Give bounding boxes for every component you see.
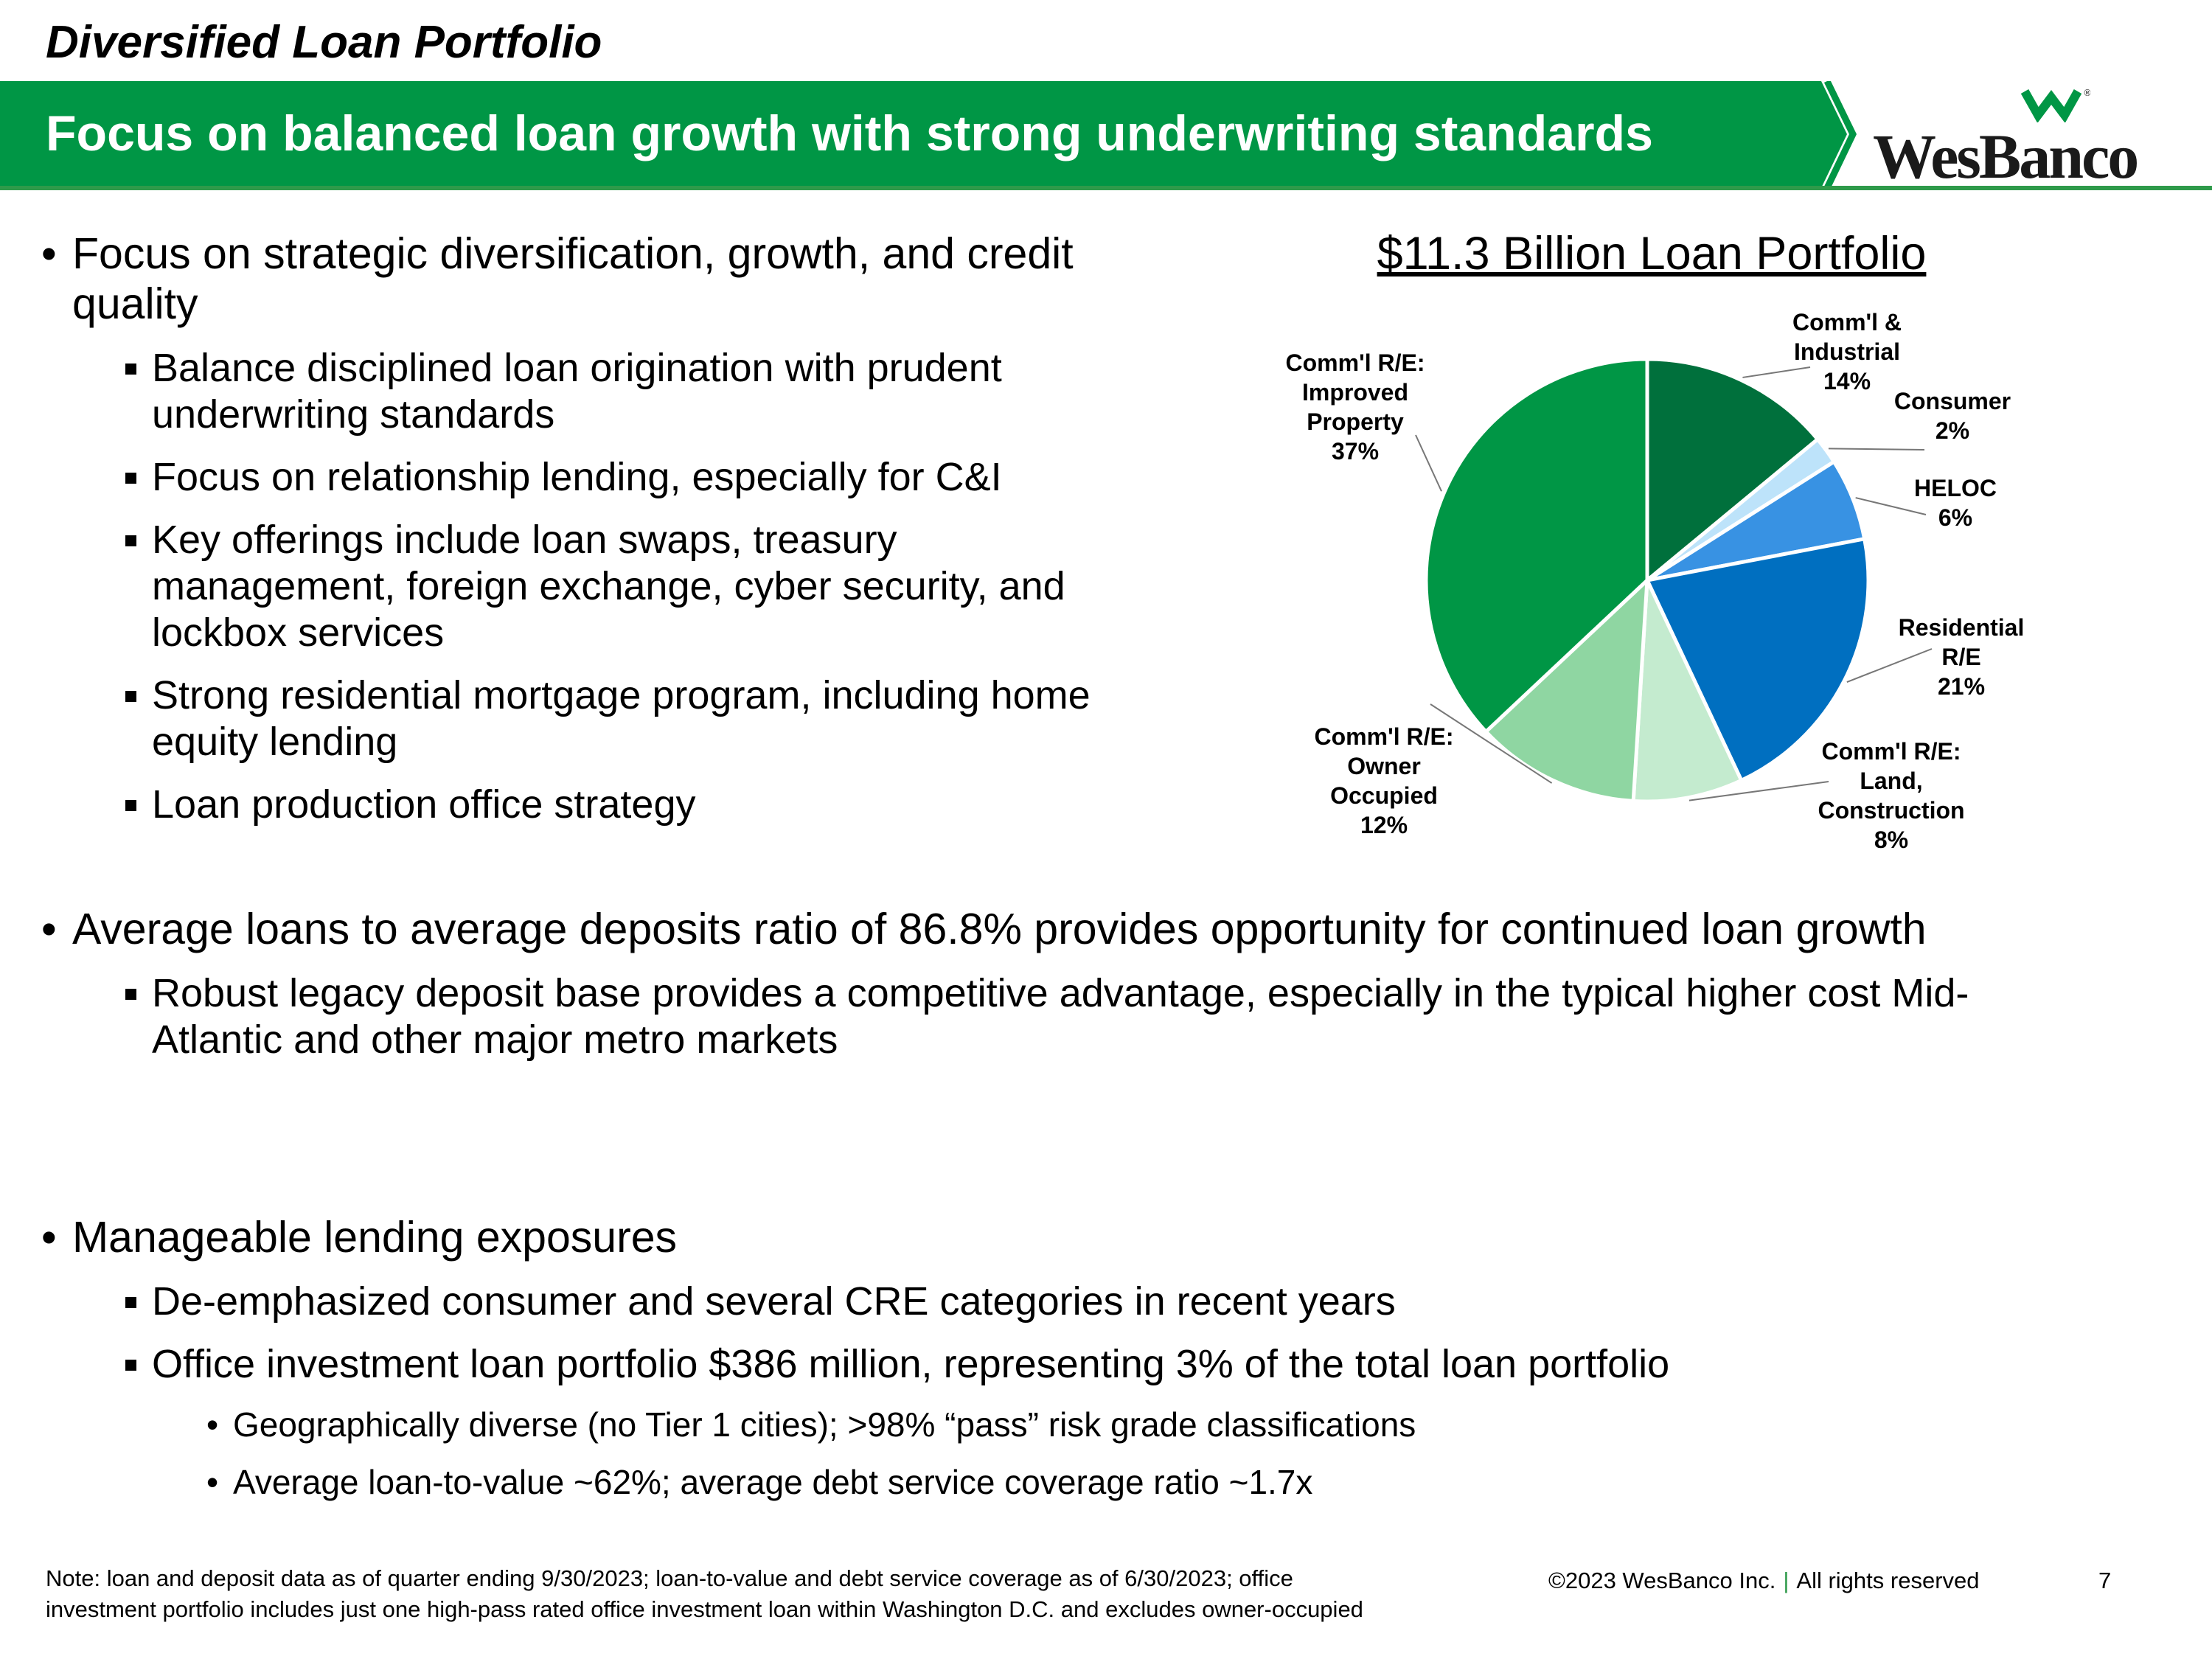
sub-bullet: De-emphasized consumer and several CRE c… — [43, 1279, 2048, 1325]
sub-sub-bullet: Geographically diverse (no Tier 1 cities… — [43, 1404, 2048, 1445]
copyright-text: ©2023 WesBanco Inc. — [1548, 1568, 1776, 1593]
footnote-line: Note: loan and deposit data as of quarte… — [46, 1565, 1293, 1591]
page-title: Focus on balanced loan growth with stron… — [46, 105, 1653, 161]
bullet-block-exposures: Manageable lending exposures De-emphasiz… — [41, 1212, 2048, 1503]
sub-bullet: Focus on relationship lending, especiall… — [43, 454, 1134, 501]
leader-line — [1742, 366, 1811, 378]
title-banner: Focus on balanced loan growth with stron… — [0, 81, 1858, 188]
svg-text:®: ® — [2083, 88, 2090, 98]
bullet-block-loans-deposits: Average loans to average deposits ratio … — [41, 904, 2048, 1063]
bullet-main: Manageable lending exposures — [41, 1212, 2048, 1262]
leader-line — [1415, 434, 1442, 492]
header-rule — [0, 186, 2212, 190]
banner-shape — [0, 81, 1857, 188]
sub-bullet-list: Robust legacy deposit base provides a co… — [43, 970, 2048, 1063]
loan-portfolio-pie-chart: Comm'l & Industrial 14%Consumer 2% HELOC 6% Re… — [1286, 309, 2025, 853]
pie-slice — [1644, 536, 1871, 783]
chart-title: $11.3 Billion Loan Portfolio — [1377, 228, 1927, 279]
copyright-separator: | — [1783, 1568, 1790, 1593]
section-kicker: Diversified Loan Portfolio — [46, 17, 602, 68]
pie-slice — [1645, 357, 1820, 585]
page-number: 7 — [2098, 1568, 2112, 1593]
pie-slice — [1424, 357, 1649, 734]
bullet-main: Average loans to average deposits ratio … — [41, 904, 2048, 954]
slice-label: Consumer 2% — [1894, 388, 2011, 444]
logo-wordmark: WesBanco — [1873, 121, 2139, 192]
sub-bullet: Balance disciplined loan origination wit… — [43, 345, 1134, 438]
leader-line — [1846, 648, 1933, 683]
pie-slice — [1483, 575, 1649, 804]
slice-label: Comm'l R/E: Improved Property 37% — [1286, 349, 1425, 465]
pie-slice — [1631, 579, 1745, 804]
leader-line — [1855, 497, 1927, 515]
copyright-notice: ©2023 WesBanco Inc. | All rights reserved — [1548, 1568, 1980, 1594]
leader-line — [1688, 781, 1829, 801]
wesbanco-logo: ® WesBanco — [1873, 87, 2183, 192]
footnote: Note: loan and deposit data as of quarte… — [46, 1563, 1520, 1625]
bullet-block-diversification: Focus on strategic diversification, grow… — [41, 229, 1134, 828]
footnote-line: investment portfolio includes just one h… — [46, 1596, 1363, 1622]
bullet-main: Focus on strategic diversification, grow… — [41, 229, 1134, 329]
slice-label: HELOC 6% — [1914, 475, 1997, 531]
sub-bullet-list: Balance disciplined loan origination wit… — [43, 345, 1134, 828]
slice-label: Comm'l & Industrial 14% — [1792, 309, 1902, 394]
sub-bullet: Key offerings include loan swaps, treasu… — [43, 517, 1134, 656]
sub-bullet: Robust legacy deposit base provides a co… — [43, 970, 2048, 1063]
rights-text: All rights reserved — [1796, 1568, 1980, 1593]
sub-sub-bullet: Average loan-to-value ~62%; average debt… — [43, 1461, 2048, 1503]
sub-bullet: Office investment loan portfolio $386 mi… — [43, 1341, 2048, 1388]
leader-line — [1430, 703, 1553, 784]
leader-line — [1828, 448, 1925, 451]
sub-bullet: Strong residential mortgage program, inc… — [43, 672, 1134, 765]
slice-label: Residential R/E 21% — [1899, 614, 2025, 700]
sub-bullet-list: De-emphasized consumer and several CRE c… — [43, 1279, 2048, 1503]
sub-bullet: Loan production office strategy — [43, 782, 1134, 828]
slice-label: Comm'l R/E: Land, Construction 8% — [1818, 738, 1964, 853]
slice-label: Comm'l R/E: Owner Occupied 12% — [1315, 723, 1454, 838]
logo-mark-icon: ® — [2020, 88, 2090, 122]
